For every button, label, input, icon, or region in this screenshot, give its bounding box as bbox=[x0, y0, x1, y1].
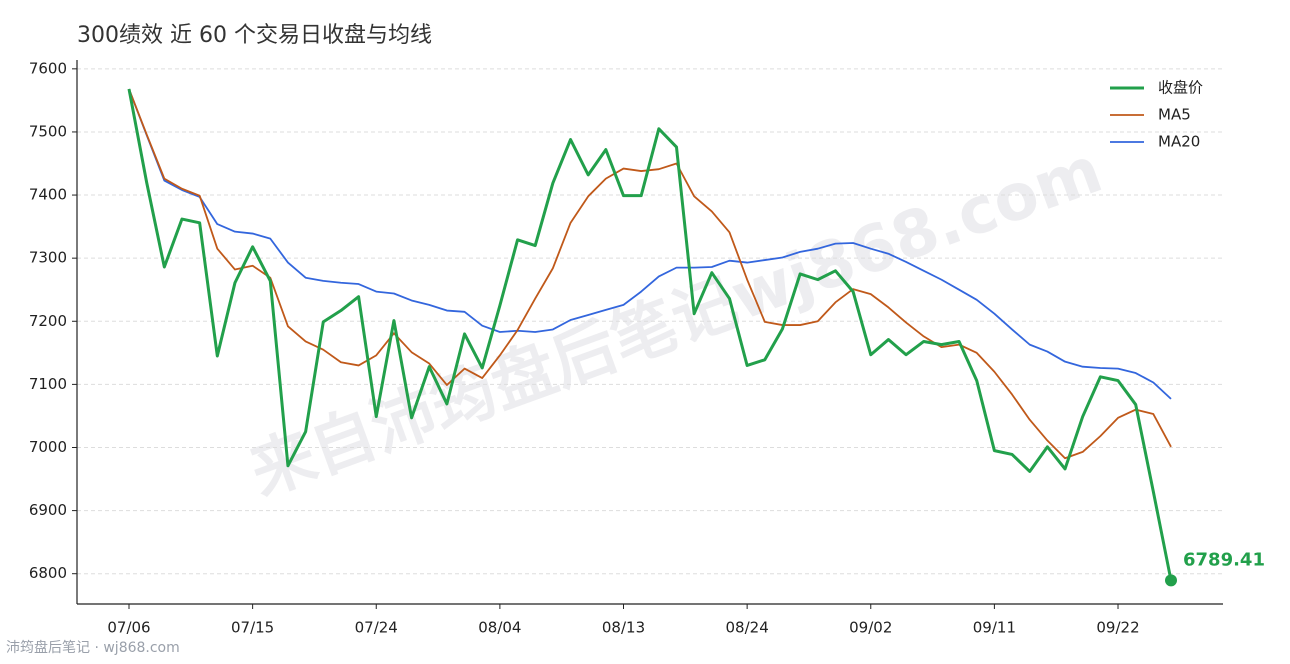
y-tick-label: 7400 bbox=[29, 186, 67, 204]
series-line bbox=[128, 88, 1172, 460]
watermark: 来自沛筠盘后笔记wj868.com bbox=[241, 133, 1112, 510]
x-tick-label: 08/24 bbox=[726, 619, 769, 637]
x-tick-label: 09/11 bbox=[973, 619, 1016, 637]
x-tick-label: 07/15 bbox=[231, 619, 274, 637]
chart-title: 300绩效 近 60 个交易日收盘与均线 bbox=[77, 23, 432, 48]
y-tick-label: 7100 bbox=[29, 375, 67, 393]
y-tick-label: 7200 bbox=[29, 312, 67, 330]
y-tick-label: 7600 bbox=[29, 59, 67, 77]
y-tick-label: 7000 bbox=[29, 438, 67, 456]
x-tick-label: 07/06 bbox=[107, 619, 150, 637]
x-tick-label: 07/24 bbox=[355, 619, 398, 637]
last-point bbox=[1165, 574, 1177, 587]
legend-label: MA20 bbox=[1158, 133, 1200, 151]
y-tick-label: 6900 bbox=[29, 501, 67, 519]
footer: 沛筠盘后笔记 · wj868.com bbox=[6, 639, 180, 656]
y-tick-label: 7300 bbox=[29, 249, 67, 267]
legend-label: MA5 bbox=[1158, 106, 1191, 124]
last-value-label: 6789.41 bbox=[1183, 549, 1265, 570]
x-tick-label: 09/22 bbox=[1096, 619, 1139, 637]
y-tick-label: 7500 bbox=[29, 122, 67, 140]
x-tick-label: 08/04 bbox=[478, 619, 521, 637]
series-line bbox=[127, 88, 1173, 581]
x-tick-label: 08/13 bbox=[602, 619, 645, 637]
series-line bbox=[128, 88, 1172, 400]
legend-label: 收盘价 bbox=[1158, 79, 1203, 97]
x-tick-label: 09/02 bbox=[849, 619, 892, 637]
y-tick-label: 6800 bbox=[29, 564, 67, 582]
